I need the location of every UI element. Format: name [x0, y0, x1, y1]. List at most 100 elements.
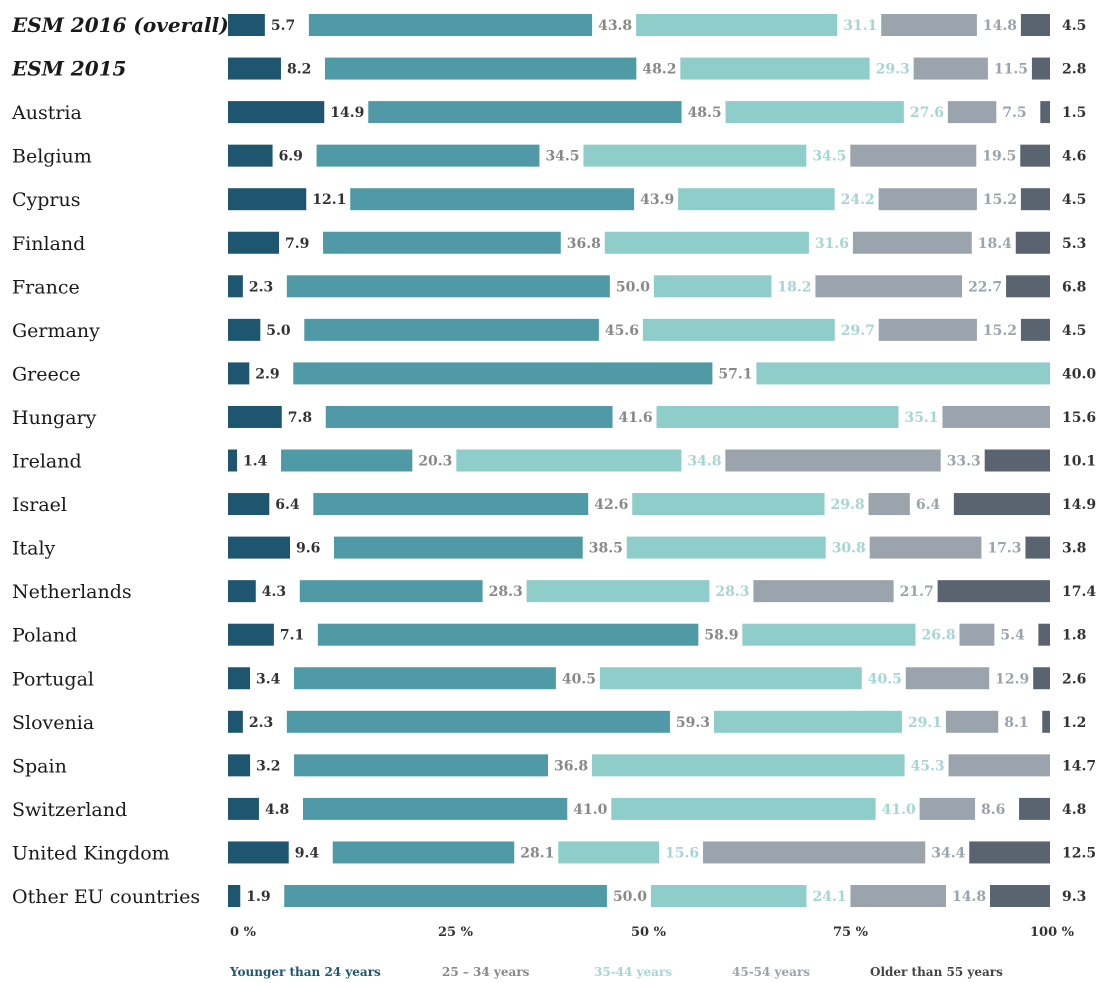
bar-segment-2 — [293, 667, 556, 690]
data-label: 57.1 — [718, 366, 752, 382]
x-tick-label: 25 % — [438, 925, 474, 940]
data-label: 38.5 — [589, 541, 623, 557]
bar-segment-5 — [989, 885, 1050, 907]
bar-segment-3 — [599, 667, 862, 690]
category-label: Ireland — [12, 451, 82, 473]
bar-segment-5 — [1042, 710, 1050, 733]
bar-segment-2 — [313, 493, 589, 516]
bar-segment-5 — [1020, 144, 1050, 167]
data-label: 14.7 — [1062, 758, 1096, 774]
data-label: 8.2 — [287, 62, 311, 78]
data-label: 14.8 — [952, 889, 986, 905]
bar-segment-5 — [1038, 623, 1050, 646]
data-label: 45.3 — [911, 758, 945, 774]
data-label: 7.5 — [1002, 105, 1026, 121]
data-label: 2.6 — [1062, 671, 1086, 687]
data-label: 12.1 — [312, 192, 346, 208]
bar-segment-4 — [881, 14, 977, 36]
data-label: 1.2 — [1062, 715, 1086, 731]
bar-segment-5 — [1020, 188, 1050, 211]
bar-segment-3 — [583, 144, 807, 167]
data-label: 45.6 — [605, 323, 639, 339]
bar-segment-4 — [703, 841, 926, 864]
legend-entry: Older than 55 years — [870, 965, 1003, 979]
category-label: Netherlands — [12, 581, 132, 603]
category-label: Hungary — [12, 407, 97, 429]
bar-segment-1 — [228, 797, 259, 820]
data-label: 4.3 — [262, 584, 286, 600]
data-label: 34.4 — [931, 845, 965, 861]
bar-segment-4 — [850, 144, 977, 167]
bar-segment-4 — [919, 797, 976, 820]
category-label: ESM 2016 (overall) — [11, 13, 229, 37]
bar-segment-3 — [526, 580, 710, 603]
bar-segment-2 — [350, 188, 635, 211]
bar-segment-4 — [725, 449, 941, 472]
bar-segment-1 — [228, 885, 241, 907]
x-tick-label: 100 % — [1030, 925, 1075, 940]
bar-segment-3 — [653, 275, 772, 298]
bar-segment-3 — [592, 754, 905, 777]
data-label: 41.0 — [573, 802, 607, 818]
bar-segment-5 — [984, 449, 1050, 472]
data-label: 28.1 — [520, 845, 554, 861]
category-label: Spain — [12, 755, 67, 777]
data-label: 21.7 — [900, 584, 934, 600]
bar-segment-4 — [948, 754, 1050, 777]
category-label: Italy — [12, 538, 56, 560]
bar-segment-5 — [1006, 275, 1050, 298]
data-label: 2.8 — [1062, 62, 1086, 78]
bar-segment-2 — [324, 57, 637, 80]
x-tick-label: 75 % — [833, 925, 869, 940]
bar-segment-3 — [756, 362, 1050, 385]
bar-segment-4 — [753, 580, 894, 603]
category-label: Germany — [12, 320, 100, 342]
data-label: 29.8 — [831, 497, 865, 513]
bar-segment-5 — [1020, 14, 1050, 36]
bar-segment-1 — [228, 449, 238, 472]
data-label: 5.3 — [1062, 236, 1086, 252]
bar-segment-5 — [1033, 667, 1050, 690]
category-label: ESM 2015 — [11, 57, 126, 81]
bar-segment-5 — [1015, 231, 1050, 254]
bar-segment-3 — [611, 797, 876, 820]
bar-segment-2 — [368, 101, 682, 124]
category-label: Slovenia — [12, 712, 94, 734]
data-label: 9.3 — [1062, 889, 1086, 905]
bar-segment-2 — [332, 841, 515, 864]
data-label: 15.6 — [1062, 410, 1096, 426]
data-label: 18.2 — [777, 279, 811, 295]
bar-segment-2 — [286, 275, 610, 298]
data-label: 3.4 — [256, 671, 281, 687]
data-label: 48.2 — [642, 62, 676, 78]
data-label: 18.4 — [978, 236, 1012, 252]
data-label: 19.5 — [982, 149, 1016, 165]
bar-segment-3 — [642, 318, 835, 341]
category-label: France — [12, 276, 80, 298]
bar-segment-3 — [632, 493, 825, 516]
bar-segment-1 — [228, 580, 256, 603]
bar-segment-2 — [317, 623, 699, 646]
bar-segment-2 — [286, 710, 670, 733]
bar-segment-4 — [905, 667, 990, 690]
bar-segment-1 — [228, 231, 280, 254]
bar-segment-2 — [284, 885, 607, 907]
data-label: 6.9 — [279, 149, 303, 165]
data-label: 4.8 — [1062, 802, 1086, 818]
bar-segment-3 — [678, 188, 835, 211]
data-label: 31.6 — [815, 236, 849, 252]
bar-segment-3 — [604, 231, 809, 254]
data-label: 8.6 — [981, 802, 1005, 818]
bar-segment-1 — [228, 754, 251, 777]
bar-segment-4 — [942, 405, 1050, 428]
bar-segment-4 — [947, 101, 997, 124]
data-label: 29.7 — [841, 323, 875, 339]
bar-segment-4 — [850, 885, 946, 907]
data-label: 7.9 — [285, 236, 309, 252]
bar-segment-3 — [680, 57, 870, 80]
category-label: Greece — [12, 363, 81, 385]
bar-segment-1 — [228, 57, 281, 80]
bar-segment-2 — [334, 536, 583, 559]
data-label: 28.3 — [715, 584, 749, 600]
category-label: Portugal — [12, 668, 94, 690]
